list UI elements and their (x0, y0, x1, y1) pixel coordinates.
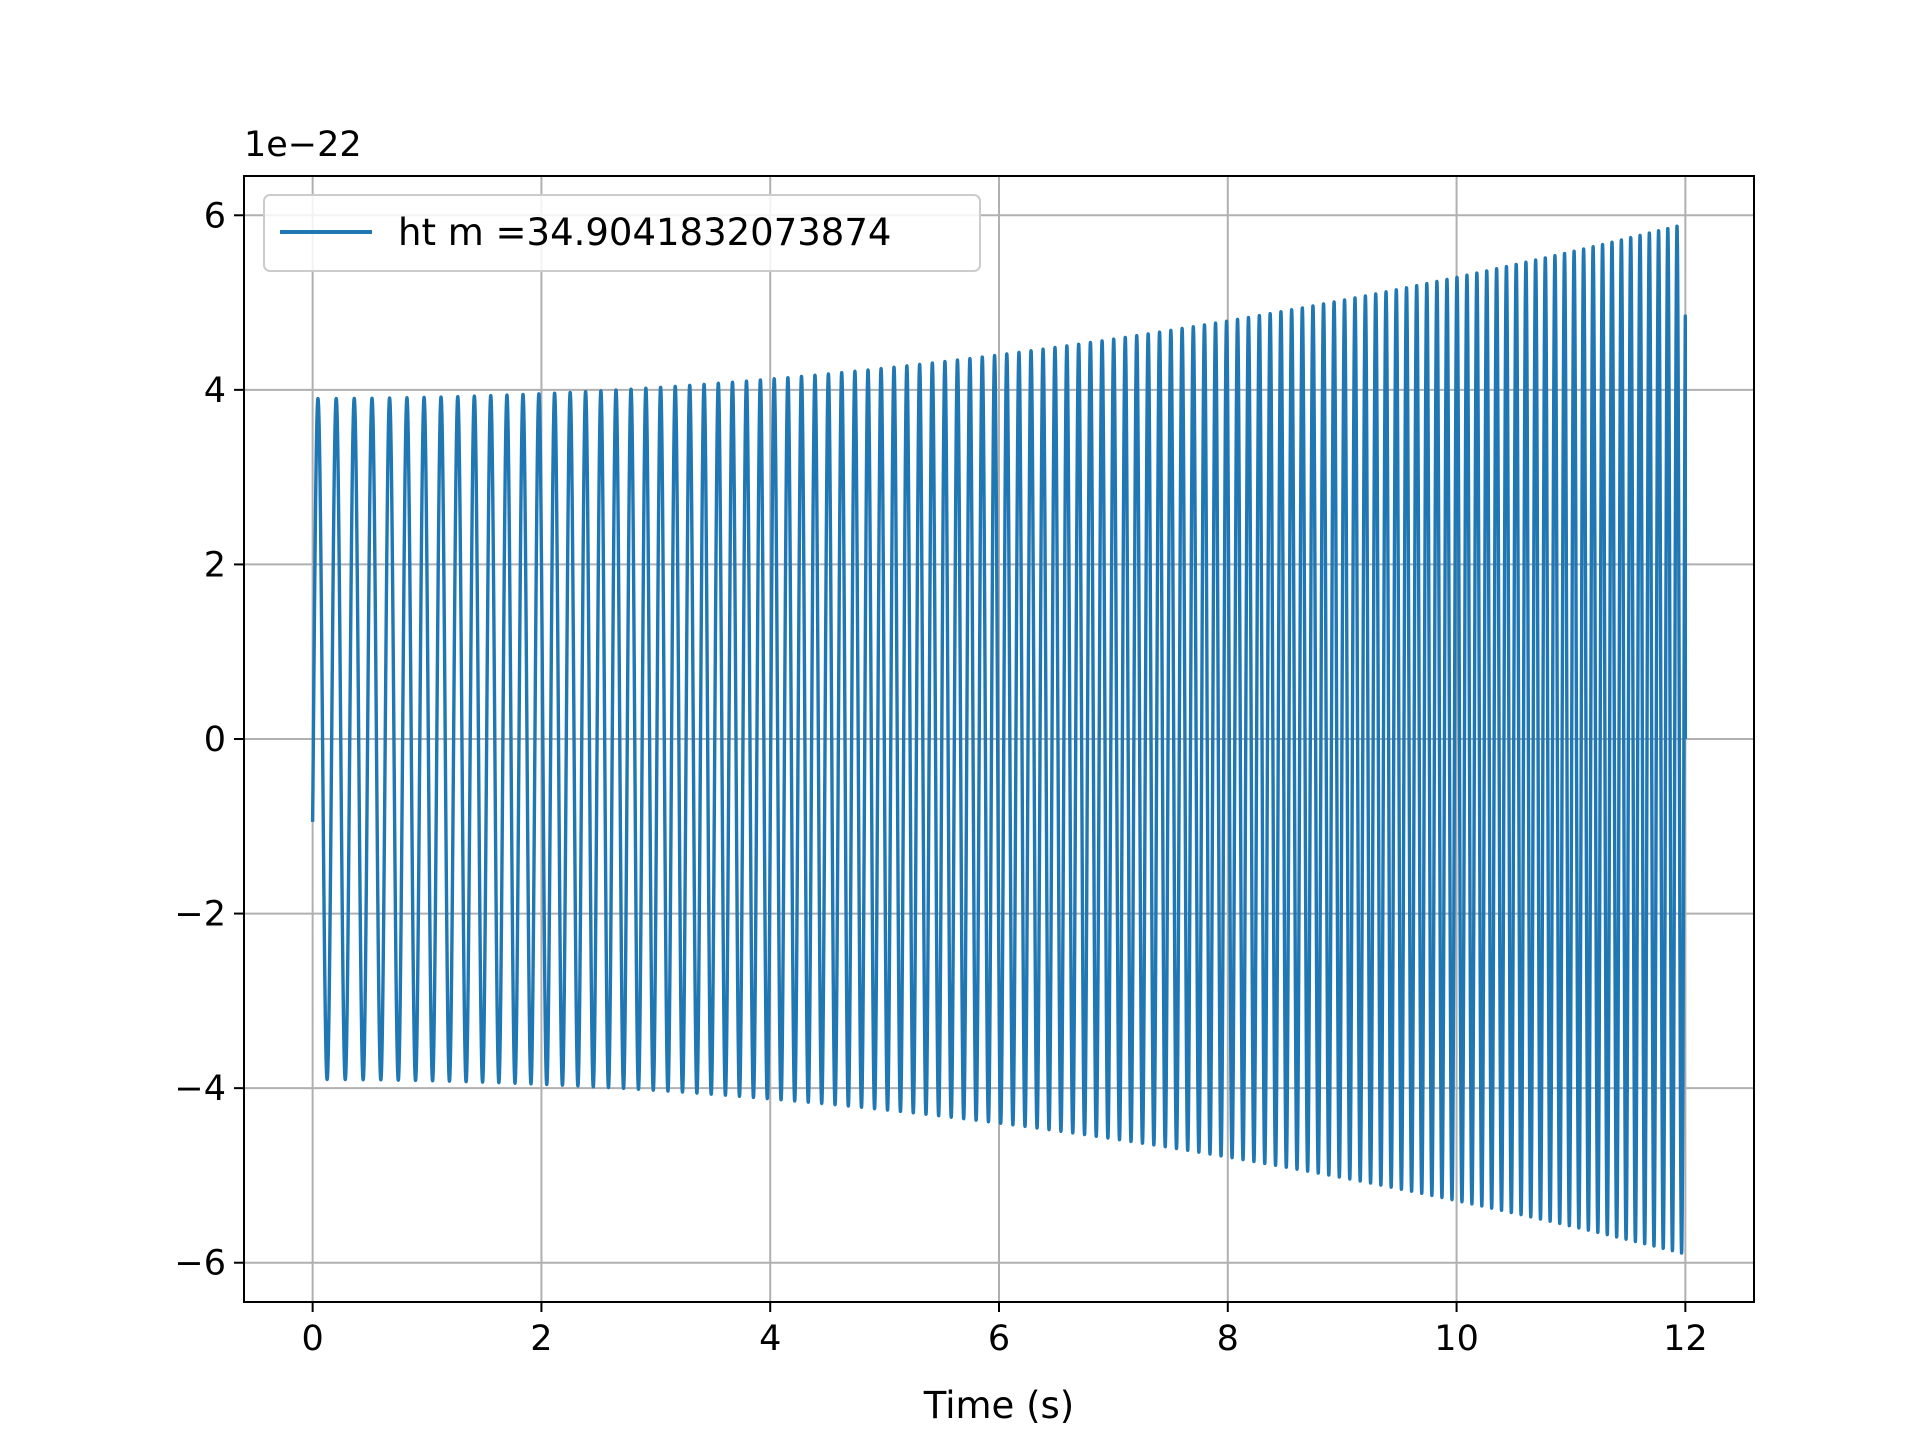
legend: ht m =34.9041832073874 (263, 194, 981, 272)
x-tick-label: 10 (1434, 1319, 1479, 1359)
x-tick-label: 4 (759, 1319, 781, 1359)
x-axis-ticks: 0 2 4 6 8 10 12 (301, 1302, 1708, 1359)
legend-box (263, 194, 981, 272)
series-layer (310, 224, 1688, 1255)
x-axis-label: Time (s) (923, 1384, 1074, 1427)
x-tick-label: 2 (530, 1319, 552, 1359)
y-tick-label: −4 (174, 1069, 226, 1109)
series-line (310, 224, 1688, 1255)
y-tick-label: 6 (204, 196, 226, 236)
legend-entry-label: ht m =34.9041832073874 (398, 211, 891, 254)
y-tick-label: −2 (174, 895, 226, 935)
y-tick-label: −6 (174, 1244, 226, 1284)
x-tick-label: 6 (988, 1319, 1010, 1359)
y-tick-label: 4 (204, 371, 226, 411)
y-axis-ticks: −6 −4 −2 0 2 4 6 (174, 196, 244, 1284)
y-tick-label: 2 (204, 545, 226, 585)
x-tick-label: 12 (1663, 1319, 1708, 1359)
x-tick-label: 8 (1217, 1319, 1239, 1359)
x-tick-label: 0 (301, 1319, 323, 1359)
y-tick-label: 0 (204, 720, 226, 760)
y-axis-offset-text: 1e−22 (244, 125, 362, 165)
